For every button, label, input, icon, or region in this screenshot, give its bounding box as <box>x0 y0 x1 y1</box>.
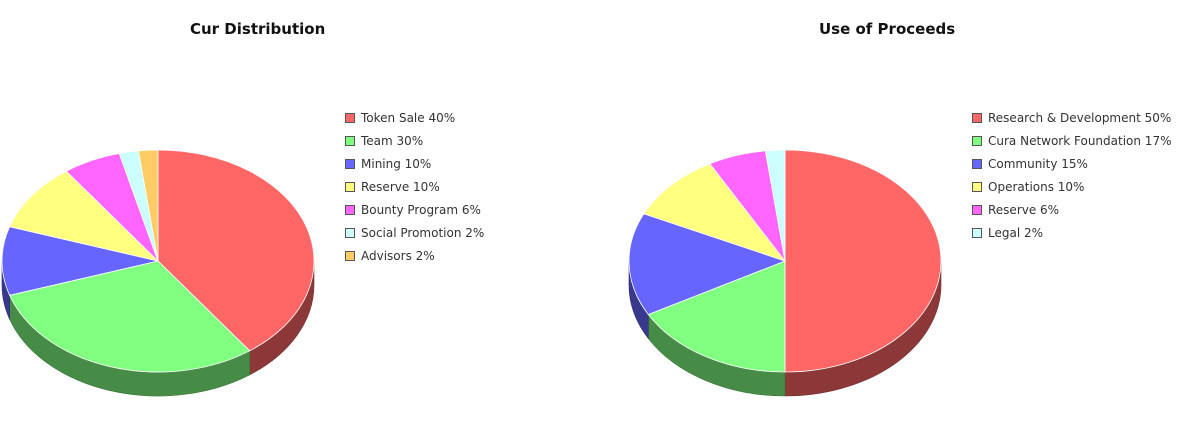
legend-label: Research & Development 50% <box>988 110 1172 125</box>
pie-slice <box>643 163 787 262</box>
legend-label: Reserve 10% <box>361 179 440 194</box>
legend-item: Bounty Program 6% <box>345 198 484 221</box>
legend-swatch <box>972 135 982 146</box>
legend-swatch <box>345 135 355 146</box>
legend-item: Social Promotion 2% <box>345 221 484 244</box>
pie-slice <box>784 149 942 373</box>
legend-item: Mining 10% <box>345 152 484 175</box>
legend-label: Operations 10% <box>988 179 1085 194</box>
pie-chart <box>628 149 942 397</box>
legend: Token Sale 40% Team 30% Mining 10% Reserve … <box>345 106 484 267</box>
pie-slice <box>628 213 787 315</box>
legend-item: Reserve 10% <box>345 175 484 198</box>
legend: Research & Development 50% Cura Network F… <box>972 106 1171 244</box>
legend-swatch <box>345 181 355 192</box>
legend-item: Community 15% <box>972 152 1171 175</box>
legend-item: Advisors 2% <box>345 244 484 267</box>
legend-swatch <box>345 112 355 123</box>
legend-swatch <box>972 227 982 238</box>
legend-swatch <box>345 227 355 238</box>
legend-label: Token Sale 40% <box>361 110 456 125</box>
pie-chart <box>1 149 315 397</box>
legend-label: Legal 2% <box>988 225 1044 240</box>
legend-swatch <box>972 158 982 169</box>
legend-swatch <box>345 250 355 261</box>
chart-panel-cur-distribution: Cur Distribution Token Sale 40% Team 30% M… <box>1 20 484 397</box>
legend-swatch <box>972 204 982 215</box>
legend-label: Bounty Program 6% <box>361 202 481 217</box>
legend-label: Reserve 6% <box>988 202 1060 217</box>
chart-panel-use-of-proceeds: Use of Proceeds Research & Development 5… <box>589 0 1178 423</box>
chart-title: Use of Proceeds <box>819 20 956 38</box>
pie-slice <box>764 149 786 262</box>
legend-label: Advisors 2% <box>361 248 435 263</box>
legend-swatch <box>345 204 355 215</box>
legend-swatch <box>972 181 982 192</box>
pie-slice <box>9 260 251 373</box>
legend-item: Legal 2% <box>972 221 1171 244</box>
legend-item: Cura Network Foundation 17% <box>972 129 1171 152</box>
legend-item: Token Sale 40% <box>345 106 484 129</box>
legend-swatch <box>345 158 355 169</box>
pie-slice <box>647 260 786 373</box>
pie-slice <box>137 149 159 262</box>
legend-label: Team 30% <box>361 133 424 148</box>
legend-item: Operations 10% <box>972 175 1171 198</box>
pie-slice <box>157 149 315 352</box>
legend-item: Reserve 6% <box>972 198 1171 221</box>
pie-slice <box>9 170 160 262</box>
pie-slice <box>1 226 159 296</box>
legend-label: Cura Network Foundation 17% <box>988 133 1172 148</box>
legend-label: Community 15% <box>988 156 1088 171</box>
chart-title: Cur Distribution <box>190 20 326 38</box>
legend-swatch <box>972 112 982 123</box>
legend-label: Social Promotion 2% <box>361 225 485 240</box>
legend-label: Mining 10% <box>361 156 432 171</box>
legend-item: Team 30% <box>345 129 484 152</box>
legend-item: Research & Development 50% <box>972 106 1171 129</box>
